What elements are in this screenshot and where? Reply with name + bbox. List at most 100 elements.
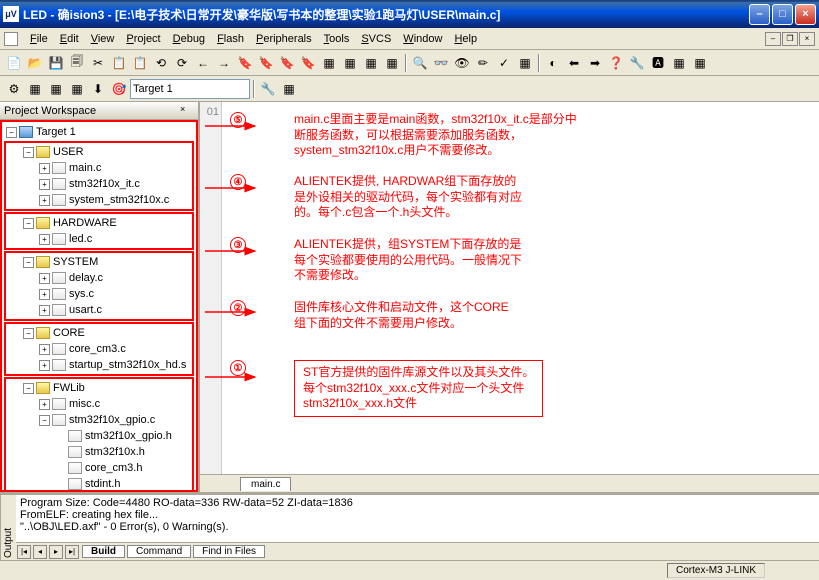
collapse-icon[interactable]: − <box>23 328 34 339</box>
expand-icon[interactable]: + <box>39 163 50 174</box>
mdi-close[interactable]: × <box>799 32 815 46</box>
menu-debug[interactable]: Debug <box>167 31 211 47</box>
tree-node[interactable]: −HARDWARE <box>7 215 191 231</box>
toolbar-btn[interactable]: 📋 <box>130 53 150 73</box>
toolbar-btn[interactable]: ❓ <box>606 53 626 73</box>
tree-node[interactable]: −SYSTEM <box>7 254 191 270</box>
toolbar-btn[interactable]: ▦ <box>690 53 710 73</box>
toolbar-btn[interactable]: ⟲ <box>151 53 171 73</box>
output-tab-command[interactable]: Command <box>127 545 191 558</box>
toolbar-btn[interactable]: 🗐 <box>67 53 87 73</box>
toolbar-btn[interactable]: 🅰 <box>648 53 668 73</box>
workspace-close[interactable]: × <box>180 104 194 118</box>
expand-icon[interactable]: + <box>39 305 50 316</box>
tree-node[interactable]: −stm32f10x_gpio.c <box>7 412 191 428</box>
minimize-button[interactable]: – <box>749 4 770 25</box>
tree-node[interactable]: core_cm3.h <box>7 460 191 476</box>
tree-node[interactable]: +delay.c <box>7 270 191 286</box>
toolbar-btn[interactable]: 📂 <box>25 53 45 73</box>
toolbar-btn[interactable]: ▦ <box>279 79 299 99</box>
toolbar-btn[interactable]: ⟳ <box>172 53 192 73</box>
tree-node[interactable]: +misc.c <box>7 396 191 412</box>
toolbar-btn[interactable]: ⚙ <box>4 79 24 99</box>
output-nav-prev[interactable]: ◂ <box>33 545 47 559</box>
collapse-icon[interactable]: − <box>23 147 34 158</box>
tree-node[interactable]: +main.c <box>7 160 191 176</box>
tree-node[interactable]: +usart.c <box>7 302 191 318</box>
collapse-icon[interactable]: − <box>39 415 50 426</box>
menu-svcs[interactable]: SVCS <box>355 31 397 47</box>
menu-peripherals[interactable]: Peripherals <box>250 31 318 47</box>
tree-node[interactable]: +system_stm32f10x.c <box>7 192 191 208</box>
toolbar-btn[interactable]: ⬇ <box>88 79 108 99</box>
output-nav-next[interactable]: ▸ <box>49 545 63 559</box>
output-nav-first[interactable]: |◂ <box>17 545 31 559</box>
toolbar-btn[interactable]: ➡ <box>585 53 605 73</box>
toolbar-btn[interactable]: 🔍 <box>410 53 430 73</box>
editor-tab-main[interactable]: main.c <box>240 477 291 491</box>
toolbar-btn[interactable]: 💾 <box>46 53 66 73</box>
expand-icon[interactable]: + <box>39 273 50 284</box>
toolbar-btn[interactable]: 👓 <box>431 53 451 73</box>
tree-node[interactable]: stm32f10x.h <box>7 444 191 460</box>
close-button[interactable]: × <box>795 4 816 25</box>
toolbar-btn[interactable]: ▦ <box>382 53 402 73</box>
menu-window[interactable]: Window <box>397 31 448 47</box>
output-tab-build[interactable]: Build <box>82 545 125 558</box>
target-selector[interactable]: Target 1 <box>130 79 250 99</box>
output-text[interactable]: Program Size: Code=4480 RO-data=336 RW-d… <box>16 495 819 542</box>
tree-node[interactable]: −Target 1 <box>4 124 194 140</box>
toolbar-btn[interactable]: ← <box>193 53 213 73</box>
tree-node[interactable]: −USER <box>7 144 191 160</box>
toolbar-btn[interactable]: ▦ <box>340 53 360 73</box>
tree-node[interactable]: +stm32f10x_it.c <box>7 176 191 192</box>
toolbar-btn[interactable]: ▦ <box>515 53 535 73</box>
tree-node[interactable]: stdint.h <box>7 476 191 492</box>
mdi-minimize[interactable]: – <box>765 32 781 46</box>
expand-icon[interactable]: + <box>39 344 50 355</box>
menu-file[interactable]: File <box>24 31 54 47</box>
toolbar-btn[interactable]: ◐ <box>543 53 563 73</box>
tree-node[interactable]: +sys.c <box>7 286 191 302</box>
expand-icon[interactable]: + <box>39 399 50 410</box>
maximize-button[interactable]: □ <box>772 4 793 25</box>
expand-icon[interactable]: + <box>39 179 50 190</box>
menu-tools[interactable]: Tools <box>318 31 356 47</box>
toolbar-btn[interactable]: ▦ <box>319 53 339 73</box>
output-nav-last[interactable]: ▸| <box>65 545 79 559</box>
code-editor[interactable]: 01 ⑤main.c里面主要是main函数，stm32f10x_it.c是部分中… <box>200 102 819 492</box>
collapse-icon[interactable]: − <box>23 383 34 394</box>
toolbar-btn[interactable]: ✂ <box>88 53 108 73</box>
toolbar-btn[interactable]: 📄 <box>4 53 24 73</box>
menu-edit[interactable]: Edit <box>54 31 85 47</box>
expand-icon[interactable]: + <box>39 289 50 300</box>
tree-node[interactable]: +led.c <box>7 231 191 247</box>
toolbar-btn[interactable]: ✏ <box>473 53 493 73</box>
output-tab-find-in-files[interactable]: Find in Files <box>193 545 265 558</box>
toolbar-btn[interactable]: 🔧 <box>258 79 278 99</box>
toolbar-btn[interactable]: 🔖 <box>277 53 297 73</box>
toolbar-btn[interactable]: ⬅ <box>564 53 584 73</box>
expand-icon[interactable]: + <box>39 360 50 371</box>
tree-node[interactable]: −CORE <box>7 325 191 341</box>
toolbar-btn[interactable]: 🎯 <box>109 79 129 99</box>
toolbar-btn[interactable]: ▦ <box>25 79 45 99</box>
collapse-icon[interactable]: − <box>23 218 34 229</box>
toolbar-btn[interactable]: 👁 <box>452 53 472 73</box>
menu-view[interactable]: View <box>85 31 121 47</box>
menu-help[interactable]: Help <box>448 31 483 47</box>
toolbar-btn[interactable]: ▦ <box>67 79 87 99</box>
tree-node[interactable]: stm32f10x_gpio.h <box>7 428 191 444</box>
menu-project[interactable]: Project <box>120 31 166 47</box>
toolbar-btn[interactable]: 🔖 <box>256 53 276 73</box>
collapse-icon[interactable]: − <box>23 257 34 268</box>
project-tree[interactable]: −Target 1−USER+main.c+stm32f10x_it.c+sys… <box>0 120 198 492</box>
toolbar-btn[interactable]: 📋 <box>109 53 129 73</box>
toolbar-btn[interactable]: ▦ <box>669 53 689 73</box>
expand-icon[interactable]: + <box>39 195 50 206</box>
toolbar-btn[interactable]: 🔖 <box>298 53 318 73</box>
mdi-restore[interactable]: ❐ <box>782 32 798 46</box>
menu-flash[interactable]: Flash <box>211 31 250 47</box>
toolbar-btn[interactable]: ▦ <box>361 53 381 73</box>
toolbar-btn[interactable]: ▦ <box>46 79 66 99</box>
